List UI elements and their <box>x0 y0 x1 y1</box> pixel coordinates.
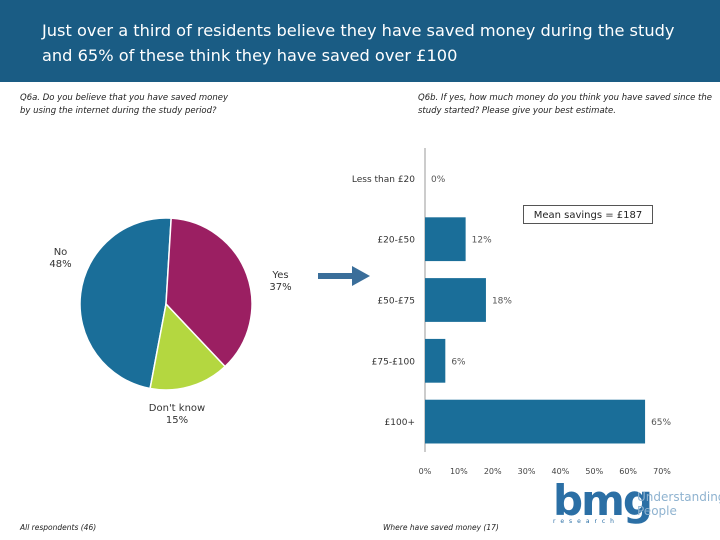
bar-value-label: 18% <box>492 297 512 307</box>
pie-label-no-name: No <box>53 247 68 258</box>
pie-label-dont-know-value: 15% <box>165 415 189 426</box>
bar-category-label: £50-£75 <box>377 297 415 307</box>
bar-value-label: 12% <box>472 236 492 246</box>
bar-2 <box>425 278 486 322</box>
x-tick-label: 20% <box>484 467 502 476</box>
base-note-right: Where have saved money (17) <box>383 523 499 532</box>
arrow-right-icon <box>318 266 370 286</box>
pie-label-yes-name: Yes <box>272 270 289 281</box>
title-banner: Just over a third of residents believe t… <box>0 0 720 82</box>
bar-3 <box>425 338 446 383</box>
pie-slice-dont-know <box>149 302 227 391</box>
x-tick-label: 40% <box>552 467 570 476</box>
bar-4 <box>425 399 646 444</box>
slide-title: Just over a third of residents believe t… <box>42 21 675 65</box>
bar-category-label: £75-£100 <box>372 357 416 367</box>
pie-label-yes-value: 37% <box>269 282 292 293</box>
bar-value-label: 6% <box>451 357 466 367</box>
bar-category-label: £20-£50 <box>377 236 415 246</box>
logo-tagline: Understanding People <box>637 490 720 518</box>
bar-category-label: £100+ <box>385 418 415 428</box>
x-tick-label: 0% <box>419 467 432 476</box>
x-tick-label: 30% <box>518 467 536 476</box>
base-note-left: All respondents (46) <box>20 523 97 532</box>
pie-label-no: No 48% <box>38 247 83 271</box>
logo-tagline-line2: People <box>637 504 677 518</box>
pie-label-no-value: 48% <box>49 259 72 270</box>
bmg-logo: bmg Understanding People research <box>553 476 720 526</box>
logo-subtext: research <box>553 518 619 525</box>
x-tick-label: 50% <box>585 467 603 476</box>
question-q6a: Q6a. Do you believe that you have saved … <box>20 93 228 116</box>
pie-label-dont-know: Don't know 15% <box>138 403 216 427</box>
x-tick-label: 70% <box>653 467 671 476</box>
logo-wordmark: bmg <box>553 476 653 525</box>
bar-category-label: Less than £20 <box>352 175 415 185</box>
pie-label-dont-know-name: Don't know <box>148 403 206 414</box>
bar-1 <box>425 217 466 262</box>
x-tick-label: 60% <box>619 467 637 476</box>
logo-tagline-line1: Understanding <box>637 490 720 504</box>
pie-slice-no <box>79 217 172 390</box>
bar-value-label: 0% <box>431 175 446 185</box>
pie-label-yes: Yes 37% <box>258 270 303 294</box>
mean-savings-callout: Mean savings = £187 <box>523 205 653 224</box>
x-tick-label: 10% <box>450 467 468 476</box>
question-q6b: Q6b. If yes, how much money do you think… <box>418 93 713 116</box>
pie-slice-yes <box>165 217 253 368</box>
bar-value-label: 65% <box>651 418 671 428</box>
